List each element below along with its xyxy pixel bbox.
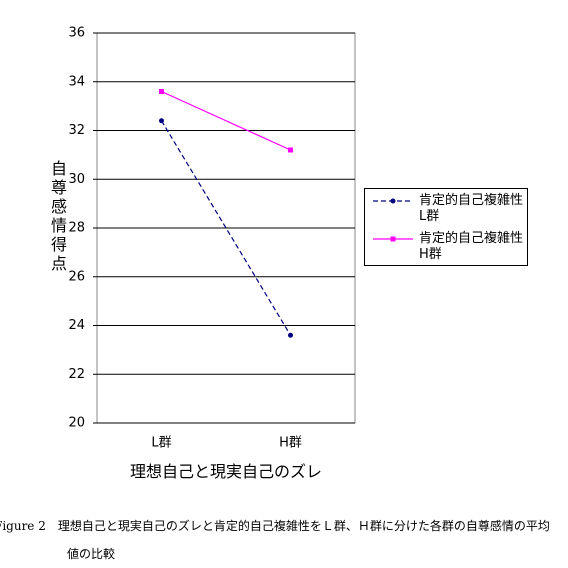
caption: Figure 2 理想自己と現実自己のズレと肯定的自己複雑性をＬ群、Ｈ群に分けた… — [0, 519, 550, 561]
series-line — [161, 90, 291, 151]
y-tick-label: 22 — [68, 367, 85, 382]
y-tick-label: 34 — [68, 74, 85, 89]
legend-keys — [373, 198, 413, 242]
marker — [288, 332, 293, 338]
y-tick-label: 32 — [68, 123, 85, 138]
y-axis-label: 自尊感情得点 — [48, 160, 67, 274]
marker — [288, 147, 293, 153]
marker — [159, 118, 164, 124]
y-tick-label: 28 — [68, 221, 85, 236]
y-tick-label: 26 — [68, 269, 85, 284]
y-tick-label: 20 — [68, 416, 85, 431]
marker — [390, 198, 396, 204]
y-tick-label: 36 — [68, 26, 85, 41]
y-tick-label: 30 — [68, 172, 85, 187]
legend: 肯定的自己複雑性 L群 肯定的自己複雑性 H群 — [364, 188, 537, 266]
x-axis-label: 理想自己と現実自己のズレ — [129, 462, 322, 481]
series-line — [160, 120, 292, 336]
legend-label: 肯定的自己複雑性 L群 — [419, 193, 537, 224]
marker — [159, 89, 164, 94]
marker — [390, 236, 396, 242]
y-tick-label: 24 — [68, 318, 85, 333]
x-tick-label: H群 — [279, 436, 302, 451]
x-tick-label: L群 — [151, 436, 171, 451]
legend-label: 肯定的自己複雑性 H群 — [419, 231, 537, 262]
